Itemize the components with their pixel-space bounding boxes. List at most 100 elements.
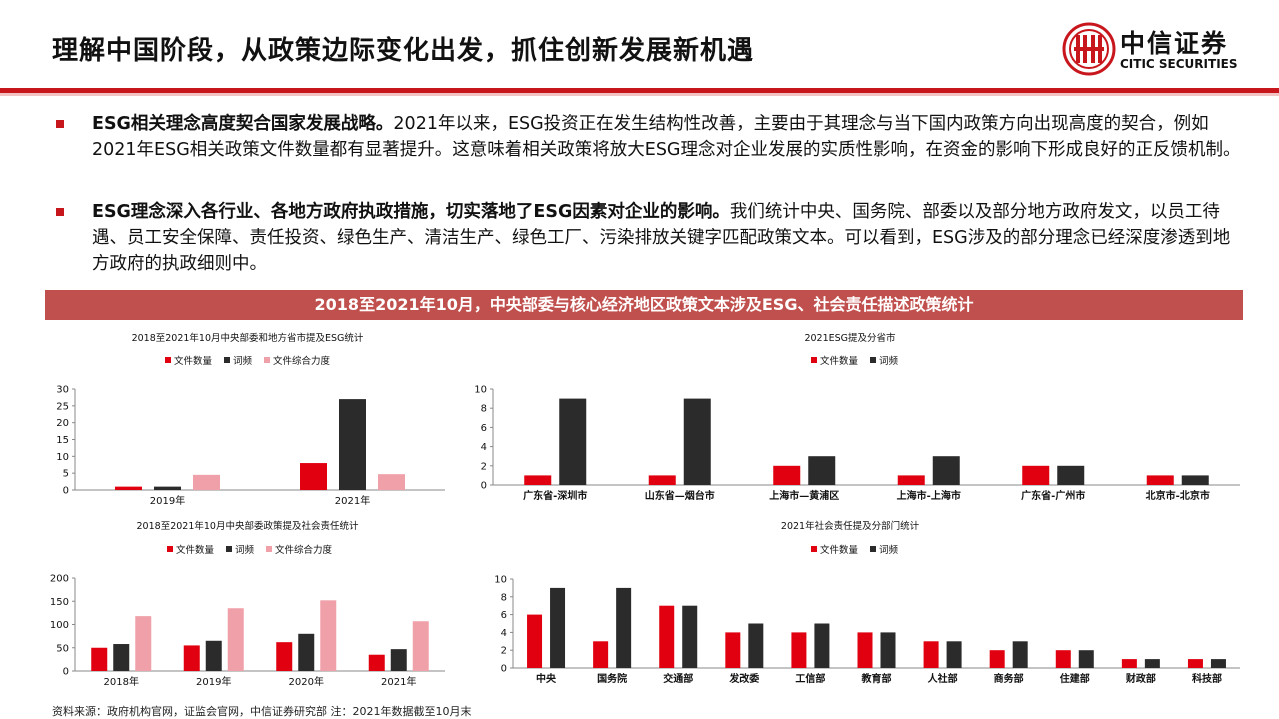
x-tick-label: 财政部 xyxy=(1125,672,1156,685)
bar xyxy=(880,632,896,668)
bar xyxy=(378,474,405,490)
y-tick-label: 150 xyxy=(50,597,69,608)
x-tick-label: 2020年 xyxy=(289,675,324,688)
y-tick-label: 10 xyxy=(474,385,487,396)
bar xyxy=(659,605,675,668)
x-tick-label: 北京市-北京市 xyxy=(1146,489,1210,502)
bar xyxy=(320,600,337,671)
bar xyxy=(683,398,711,485)
y-tick-label: 20 xyxy=(56,418,69,429)
bar xyxy=(183,645,200,671)
legend-swatch xyxy=(167,546,173,552)
y-tick-label: 30 xyxy=(56,385,69,396)
x-tick-label: 交通部 xyxy=(663,672,693,685)
chart-title: 2018至2021年10月中央部委和地方省市提及ESG统计 xyxy=(132,332,364,344)
x-tick-label: 广东省-广州市 xyxy=(1021,489,1085,502)
bar xyxy=(791,632,807,668)
bar xyxy=(559,398,587,485)
legend-swatch xyxy=(224,357,230,363)
legend-label: 文件数量 xyxy=(820,544,859,556)
chart-title: 2021年社会责任提及分部门统计 xyxy=(781,520,920,532)
bar xyxy=(1078,650,1094,668)
y-tick-label: 0 xyxy=(501,664,507,675)
legend-label: 文件综合力度 xyxy=(273,355,331,367)
bar xyxy=(616,587,632,668)
bar xyxy=(897,475,925,485)
x-tick-label: 上海市-上海市 xyxy=(897,489,961,502)
bar xyxy=(923,641,939,668)
x-tick-label: 住建部 xyxy=(1060,672,1090,685)
bar xyxy=(1181,475,1209,485)
bullet-1-body: 2021年以来，ESG投资正在发生结构性改善，主要由于其理念与当下国内政策方向出… xyxy=(92,114,1241,160)
bar xyxy=(527,614,543,668)
y-tick-label: 2 xyxy=(481,461,487,472)
bullet-2: ESG理念深入各行业、各地方政府执政措施，切实落地了ESG因素对企业的影响。我们… xyxy=(56,199,1236,279)
bar xyxy=(154,486,181,490)
bullet-1-bold: ESG相关理念高度契合国家发展战略。 xyxy=(92,114,394,134)
bar xyxy=(946,641,962,668)
bar xyxy=(227,608,244,671)
bar xyxy=(1210,659,1226,668)
bar xyxy=(1012,641,1028,668)
page-header: 理解中国阶段，从政策边际变化出发，抓住创新发展新机遇 中信证券 CITIC SE… xyxy=(0,0,1279,88)
bar xyxy=(339,399,366,490)
page-title: 理解中国阶段，从政策边际变化出发，抓住创新发展新机遇 xyxy=(52,36,755,66)
bar xyxy=(205,640,222,671)
legend-label: 文件综合力度 xyxy=(275,544,333,556)
bar xyxy=(91,647,108,671)
legend-swatch xyxy=(264,357,270,363)
bar xyxy=(113,644,130,671)
bar xyxy=(412,621,429,671)
y-tick-label: 8 xyxy=(481,404,487,415)
bullet-2-bold: ESG理念深入各行业、各地方政府执政措施，切实落地了ESG因素对企业的影响。 xyxy=(92,202,730,222)
bar xyxy=(1121,659,1137,668)
x-tick-label: 商务部 xyxy=(994,672,1024,685)
bar xyxy=(300,463,327,490)
bar xyxy=(115,486,142,490)
legend-label: 词频 xyxy=(879,544,899,556)
legend-label: 文件数量 xyxy=(176,544,215,556)
y-tick-label: 4 xyxy=(501,628,507,639)
x-tick-label: 教育部 xyxy=(861,672,892,685)
bullet-2-text: ESG理念深入各行业、各地方政府执政措施，切实落地了ESG因素对企业的影响。我们… xyxy=(92,199,1242,277)
y-tick-label: 25 xyxy=(56,401,69,412)
bar xyxy=(1055,650,1071,668)
bar xyxy=(682,605,698,668)
legend-label: 词频 xyxy=(235,544,255,556)
x-tick-label: 山东省—烟台市 xyxy=(645,489,715,502)
citic-emblem-icon xyxy=(1062,22,1116,76)
legend-label: 词频 xyxy=(233,355,253,367)
x-tick-label: 2021年 xyxy=(335,494,370,507)
bar xyxy=(814,623,830,668)
bar xyxy=(135,616,152,671)
source-note: 资料来源：政府机构官网，证监会官网，中信证券研究部 注：2021年数据截至10月… xyxy=(52,705,472,718)
bar xyxy=(276,642,293,671)
bar xyxy=(368,654,385,671)
logo-text-cn: 中信证券 xyxy=(1120,29,1229,58)
legend-swatch xyxy=(811,357,817,363)
bar xyxy=(193,474,220,490)
x-tick-label: 人社部 xyxy=(928,672,958,685)
citic-logo: 中信证券 CITIC SECURITIES xyxy=(1062,22,1262,78)
bullet-2-body: 我们统计中央、国务院、部委以及部分地方政府发文，以员工待遇、员工安全保障、责任投… xyxy=(92,202,1231,274)
x-tick-label: 发改委 xyxy=(728,672,760,685)
bar xyxy=(550,587,566,668)
x-tick-label: 2019年 xyxy=(196,675,231,688)
bar xyxy=(989,650,1005,668)
bullet-marker-icon xyxy=(56,208,64,216)
bar xyxy=(725,632,741,668)
y-tick-label: 4 xyxy=(481,442,487,453)
header-divider-light xyxy=(0,93,1279,96)
section-banner: 2018至2021年10月，中央部委与核心经济地区政策文本涉及ESG、社会责任描… xyxy=(45,290,1243,320)
x-tick-label: 工信部 xyxy=(795,672,825,685)
x-tick-label: 国务院 xyxy=(597,672,627,685)
bullet-1: ESG相关理念高度契合国家发展战略。2021年以来，ESG投资正在发生结构性改善… xyxy=(56,111,1240,191)
x-tick-label: 上海市—黄浦区 xyxy=(769,489,839,502)
y-tick-label: 200 xyxy=(50,574,69,585)
bar xyxy=(1144,659,1160,668)
y-tick-label: 6 xyxy=(501,610,507,621)
